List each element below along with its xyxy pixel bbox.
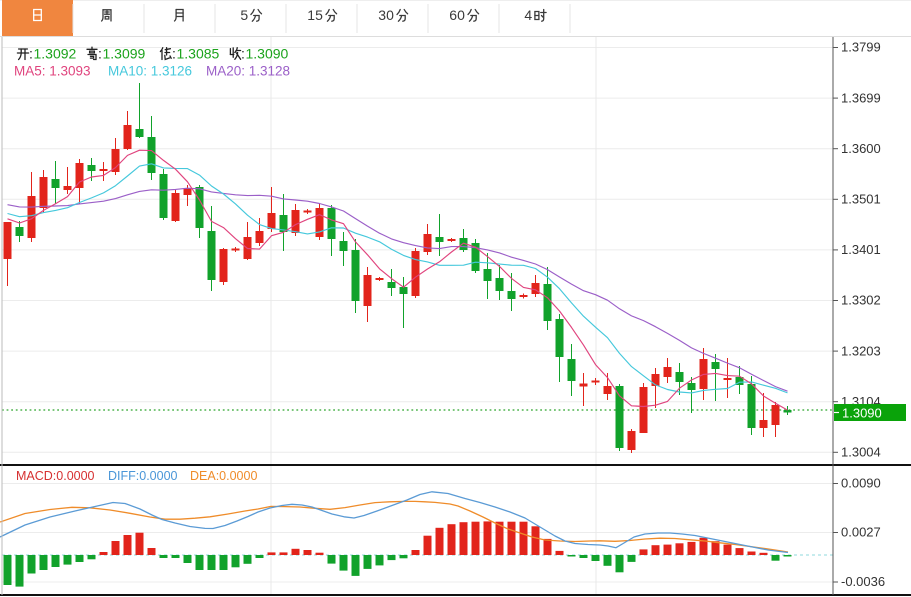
svg-text:DIFF:0.0000: DIFF:0.0000 — [108, 469, 178, 483]
svg-text:1.3092: 1.3092 — [34, 46, 77, 62]
svg-text:4: 4 — [524, 7, 532, 23]
svg-text:1.3004: 1.3004 — [841, 445, 881, 460]
svg-text:-0.0036: -0.0036 — [841, 574, 885, 589]
svg-text:15: 15 — [307, 7, 323, 23]
svg-text:1.3699: 1.3699 — [841, 90, 881, 105]
svg-text:MACD:0.0000: MACD:0.0000 — [16, 469, 95, 483]
svg-text:60: 60 — [449, 7, 465, 23]
svg-text:MA20: 1.3128: MA20: 1.3128 — [206, 64, 290, 79]
svg-text:1.3302: 1.3302 — [841, 293, 881, 308]
svg-text::: : — [29, 46, 33, 62]
svg-text:1.3799: 1.3799 — [841, 40, 881, 55]
svg-text:1.3099: 1.3099 — [103, 46, 146, 62]
svg-text:1.3090: 1.3090 — [842, 406, 882, 421]
svg-text:1.3085: 1.3085 — [177, 46, 220, 62]
svg-text::: : — [98, 46, 102, 62]
svg-text:30: 30 — [378, 7, 394, 23]
svg-text:1.3090: 1.3090 — [246, 46, 289, 62]
svg-text:1.3203: 1.3203 — [841, 343, 881, 358]
svg-text:0.0027: 0.0027 — [841, 525, 881, 540]
svg-text:5: 5 — [240, 7, 248, 23]
svg-text:0.0090: 0.0090 — [841, 476, 881, 491]
svg-text:1.3401: 1.3401 — [841, 242, 881, 257]
svg-text:MA10: 1.3126: MA10: 1.3126 — [108, 64, 192, 79]
svg-text::: : — [241, 46, 245, 62]
svg-text:DEA:0.0000: DEA:0.0000 — [190, 469, 257, 483]
svg-text:1.3600: 1.3600 — [841, 141, 881, 156]
svg-text::: : — [172, 46, 176, 62]
svg-text:MA5: 1.3093: MA5: 1.3093 — [14, 64, 91, 79]
svg-text:1.3501: 1.3501 — [841, 192, 881, 207]
